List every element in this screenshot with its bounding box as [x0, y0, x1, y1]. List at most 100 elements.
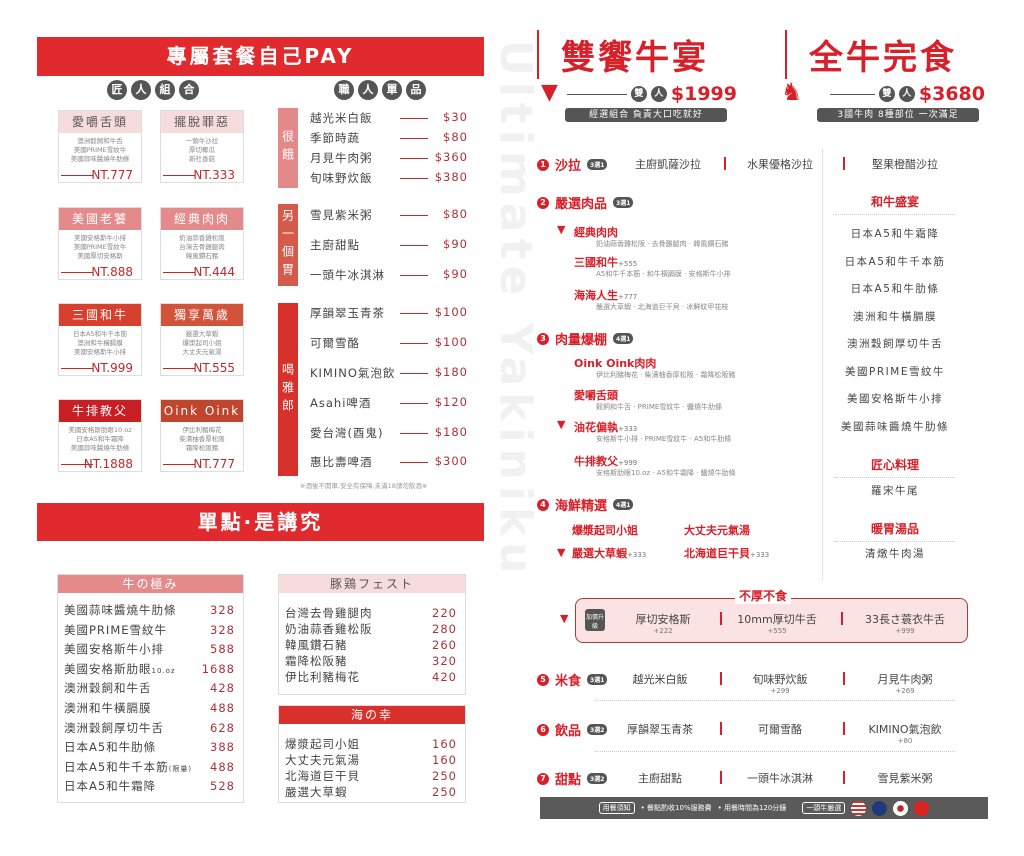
single-item: 越光米白飯 $30: [310, 110, 468, 126]
combo-card: Oink Oink 伊比利豬梅花 柴漬柚香厚松阪 霜降松阪豬 NT.777: [160, 399, 244, 472]
single-item: 一頭牛冰淇淋 $90: [310, 267, 468, 283]
dish-name: 牛排教父+999: [574, 455, 638, 468]
combo-card: 牛排教父 美國安格斯肋眼10.oz 日本A5和牛霜降 美國蒜味醬燒牛肋條 NT.1888: [58, 399, 142, 472]
menu-item: 爆漿起司小姐 160: [279, 736, 465, 752]
heading-char: 匠: [107, 80, 127, 100]
arrow-icon: [400, 433, 428, 434]
separator: [720, 612, 722, 625]
dish-name: 經典肉肉: [574, 226, 618, 239]
beef-box: 牛の極み 美國蒜味醬燒牛肋條 328 美國PRIME雪紋牛 328 美國安格斯牛小排 588…: [57, 574, 244, 803]
set1-tag: 經選組合 負責大口吃就好: [565, 108, 727, 122]
dish-name: 油花偏執+333: [574, 421, 638, 434]
item-name: 愛台灣(酉鬼): [310, 426, 384, 440]
set2-price: $3680: [918, 83, 985, 105]
upcharge: +299: [770, 687, 790, 695]
item-price: $300: [434, 454, 468, 468]
option-item: 水果優格沙拉: [747, 158, 813, 171]
section-number: 7: [537, 772, 549, 785]
dish-name: 愛嚼舌頭: [574, 389, 618, 402]
item-note: (限量): [168, 764, 193, 773]
dish-name: 嚴選大草蝦+333: [572, 547, 647, 560]
section-number: 1: [537, 158, 549, 171]
choice-badge: 4選1: [613, 333, 634, 344]
section-title: 甜點: [555, 773, 582, 788]
bull-head-icon: ▼: [541, 80, 558, 105]
group-label: 很餓: [278, 108, 298, 188]
jp-flag-icon: [893, 800, 909, 816]
arrow-icon: [400, 313, 428, 314]
craft-title: 匠心料理: [835, 456, 955, 478]
item-name: 霜降松阪豬: [285, 654, 348, 668]
combo-card: 擺脫罪惡 一頭牛沙拉 厚切椰瓜 新社香菇 NT.333: [160, 110, 244, 183]
combo-item: 柴漬柚香厚松阪: [179, 435, 225, 443]
choice-badge: 4選1: [613, 499, 634, 510]
section-s5: 5 米食 3選1: [537, 670, 608, 689]
section-number: 4: [537, 498, 549, 511]
item-price: 250: [432, 785, 457, 799]
item-name: 伊比利豬梅花: [285, 670, 360, 684]
combo-card: 愛嚼舌頭 澳洲穀飼和牛舌 美國PRIME雪紋牛 美國蒜味醬燒牛肋條 NT.777: [58, 110, 142, 183]
combo-items: 一頭牛沙拉 厚切椰瓜 新社香菇: [161, 133, 243, 168]
upcharge: +80: [897, 737, 913, 745]
upcharge: +269: [895, 687, 915, 695]
combo-item: 澳洲和牛橫膈膜: [77, 339, 123, 347]
set2-header: 全牛完食 ♞ 雙人 $3680 3國牛肉 8種部位 一次滿足: [781, 30, 985, 122]
dish-name: Oink Oink肉肉: [574, 357, 657, 370]
item-name: 季節時蔬: [310, 131, 360, 145]
combo-card: 獨享萬歲 嚴選大草蝦 爆漿起司小姐 大丈夫元氣湯 NT.555: [160, 303, 244, 376]
combo-price: NT.555: [161, 361, 243, 375]
tw-flag-icon: [914, 800, 930, 816]
option-item: 越光米白飯: [632, 673, 688, 686]
choice-badge: 3選1: [587, 159, 608, 170]
item-name: 澳洲和牛橫膈膜: [64, 700, 152, 715]
combo-name: Oink Oink: [161, 400, 243, 422]
combo-item: 厚切椰瓜: [189, 146, 215, 154]
menu-item: 美國PRIME雪紋牛 328: [58, 621, 243, 641]
combo-item: 新社香菇: [189, 155, 215, 163]
section-title: 米食: [555, 674, 582, 689]
item-name: 可爾雪酪: [310, 336, 360, 350]
single-item: 厚韻翠玉青茶 $100: [310, 305, 468, 321]
featured-bull-icon: ▼: [560, 612, 569, 625]
item-name: 爆漿起司小姐: [285, 737, 360, 751]
service-fee-rule: • 餐點酌收10%服務費: [640, 804, 712, 812]
combo-item: 美國厚切安格斯: [77, 252, 123, 260]
combo-item: 爆漿起司小姐: [182, 339, 222, 347]
arrow-icon: [400, 373, 428, 374]
item-name: 美國安格斯肋眼10.oz: [64, 661, 176, 676]
menu-item: 奶油蒜香雞松阪 280: [279, 621, 465, 637]
item-name: 嚴選大草蝦: [285, 785, 348, 799]
dish-name: 大丈夫元氣湯: [684, 524, 750, 537]
section-s2: 2 嚴選肉品 3選1: [537, 193, 634, 212]
combo-name: 經典肉肉: [161, 208, 243, 230]
wagyu-item: 澳洲穀飼厚切牛舌: [847, 338, 943, 350]
item-price: 628: [210, 720, 235, 735]
item-price: $90: [443, 267, 468, 281]
single-item: 雪見紫米粥 $80: [310, 207, 468, 223]
wagyu-item: 日本A5和牛千本筋: [844, 255, 946, 268]
item-price: 428: [210, 681, 235, 696]
combo-heading: 匠人組合: [107, 80, 199, 100]
item-price: $120: [434, 395, 468, 409]
combo-price: NT.777: [59, 168, 141, 182]
single-item: 惠比壽啤酒 $300: [310, 454, 468, 470]
group-label: 另一個胃: [278, 204, 298, 286]
combo-name: 三國和牛: [59, 304, 141, 326]
item-name: 奶油蒜香雞松阪: [285, 622, 373, 636]
item-name: 韓風鑽石豬: [285, 638, 348, 652]
combo-price: NT.999: [59, 361, 141, 375]
combo-price: NT.777: [161, 457, 243, 471]
single-heading: 職人單品: [334, 80, 426, 100]
people-char: 雙: [630, 86, 647, 102]
dish-desc: 伊比利豬梅花 · 柴漬柚香厚松阪 · 霜降松阪豬: [596, 371, 736, 379]
section-number: 2: [537, 196, 549, 209]
menu-item: 美國蒜味醬燒牛肋條 328: [58, 601, 243, 621]
item-name: 月見牛肉粥: [310, 151, 373, 165]
section-title: 肉量爆棚: [555, 333, 608, 348]
single-item: 旬味野炊飯 $380: [310, 170, 468, 186]
heading-char: 品: [406, 80, 426, 100]
separator: [720, 771, 722, 784]
item-price: 160: [432, 753, 457, 767]
heading-char: 單: [382, 80, 402, 100]
upcharge: +999: [895, 627, 915, 635]
